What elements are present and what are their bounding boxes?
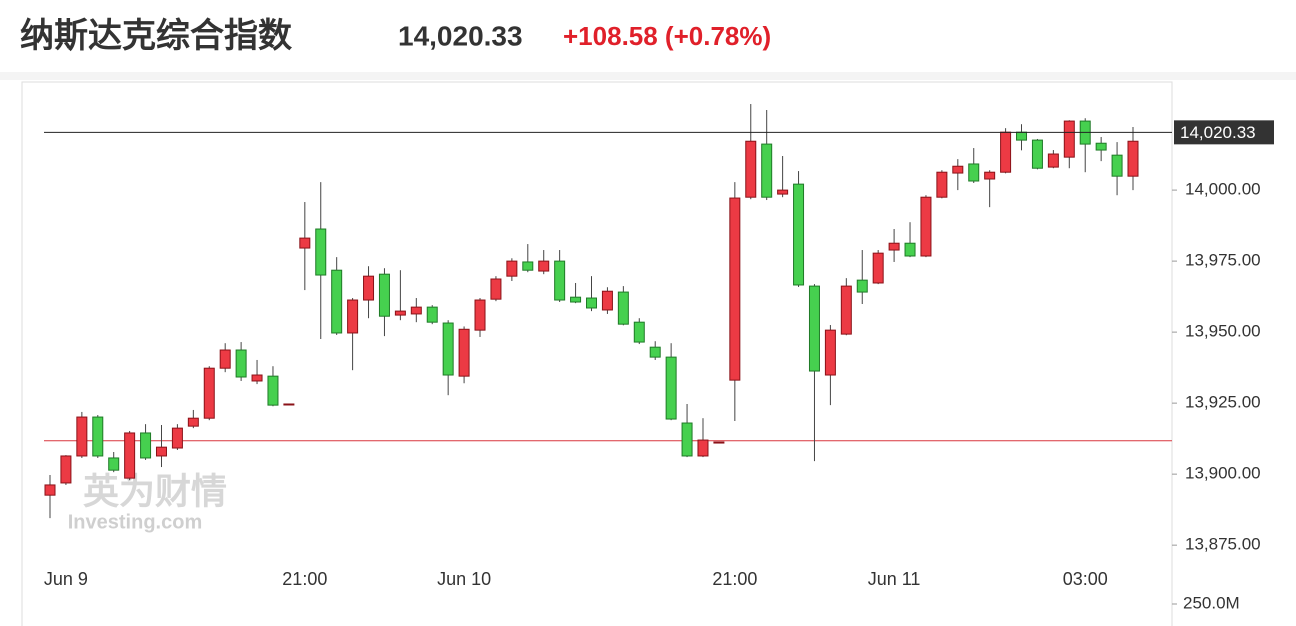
candle-body (538, 260, 550, 272)
x-tick-label: 21:00 (282, 569, 327, 589)
candle-body (888, 242, 900, 251)
x-tick-label: 03:00 (1063, 569, 1108, 589)
x-tick-label: 21:00 (712, 569, 757, 589)
candle-body (474, 299, 486, 331)
candle-body (378, 273, 390, 317)
candle-body (140, 432, 152, 459)
candle-body (187, 417, 199, 427)
candle-body (697, 439, 709, 457)
x-tick-label: Jun 10 (437, 569, 491, 589)
candle-body (108, 457, 120, 471)
candle-body (1127, 140, 1139, 177)
watermark-en: Investing.com (68, 511, 202, 533)
y-tick-label: 13,975.00 (1185, 251, 1261, 270)
last-price-label: 14,020.33 (1180, 123, 1256, 142)
candle-body (410, 306, 422, 315)
candle-body (155, 446, 167, 457)
candle-body (124, 432, 136, 479)
candle-body (649, 346, 661, 358)
candle-body (840, 285, 852, 335)
candle-body (681, 422, 693, 457)
header-shadow (0, 72, 1296, 80)
change: +108.58 (+0.78%) (563, 21, 771, 51)
last-price-box (1174, 120, 1274, 145)
candle-body (315, 228, 327, 276)
candle-body (617, 291, 629, 325)
candle-body (347, 299, 359, 334)
candle-body (586, 297, 597, 309)
candle-body (968, 163, 980, 182)
candle-body (171, 427, 183, 449)
candle-body (267, 375, 279, 406)
candle-body (251, 374, 263, 382)
candle-body (331, 269, 343, 334)
candle-body (235, 349, 247, 378)
candle-body (92, 416, 104, 457)
candle-body (665, 356, 677, 420)
candle-body (219, 349, 231, 369)
y-tick-label: 13,925.00 (1185, 393, 1261, 412)
candle-body (872, 252, 884, 284)
price: 14,020.33 (398, 20, 523, 51)
candle-body (713, 441, 725, 444)
candle-body (44, 484, 56, 496)
watermark-cn: 英为财情 (83, 471, 227, 512)
candle-body (1095, 142, 1107, 151)
candle-body (1111, 154, 1123, 177)
candle-body (283, 403, 295, 406)
candle-body (824, 329, 836, 376)
candle-body (984, 171, 996, 180)
x-tick-label: Jun 11 (868, 569, 921, 589)
candle-body (761, 143, 773, 198)
candle-body (1000, 131, 1012, 173)
candle-body (729, 197, 741, 381)
candle-body (522, 261, 534, 271)
candle-body (777, 189, 789, 195)
plot-frame (21, 81, 1173, 626)
candle-body (570, 296, 582, 303)
candle-body (633, 321, 645, 343)
volume-tick-label: 250.0M (1183, 593, 1240, 612)
candle-body (601, 290, 613, 311)
candle-body (952, 165, 964, 174)
y-tick-label: 13,900.00 (1185, 464, 1261, 483)
y-tick-label: 13,950.00 (1185, 322, 1261, 341)
candle-body (793, 183, 805, 286)
candle-body (458, 328, 470, 377)
candle-body (1031, 139, 1043, 169)
candle-body (745, 140, 757, 198)
title: 纳斯达克综合指数 (20, 17, 292, 55)
candle-body (1047, 153, 1059, 168)
candle-body (426, 306, 438, 323)
candle-body (363, 275, 375, 301)
candle-body (904, 242, 916, 257)
y-tick-label: 14,000.00 (1185, 180, 1261, 199)
candle-body (60, 455, 72, 484)
candle-body (936, 171, 948, 198)
y-tick-label: 13,875.00 (1185, 535, 1261, 554)
candle-body (554, 260, 566, 301)
candle-body (490, 278, 502, 300)
candle-body (1016, 131, 1028, 141)
x-tick-label: Jun 9 (44, 569, 88, 589)
candle-body (506, 260, 518, 277)
candle-body (808, 285, 820, 372)
candle-body (442, 322, 454, 376)
candle-body (920, 196, 932, 257)
candle-body (76, 416, 88, 457)
candle-body (394, 310, 406, 316)
candle-body (1063, 120, 1075, 158)
candle-body (299, 237, 311, 249)
candle-body (856, 279, 868, 293)
candle-body (203, 367, 215, 419)
